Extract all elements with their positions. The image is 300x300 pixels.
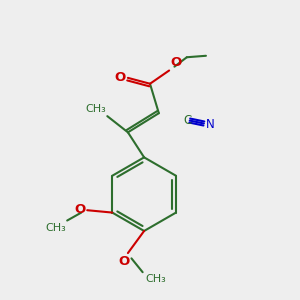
Text: O: O bbox=[171, 56, 182, 69]
Text: O: O bbox=[118, 254, 129, 268]
Text: CH₃: CH₃ bbox=[85, 104, 106, 114]
Text: O: O bbox=[114, 71, 126, 84]
Text: C: C bbox=[184, 114, 192, 127]
Text: CH₃: CH₃ bbox=[45, 223, 66, 233]
Text: N: N bbox=[206, 118, 215, 130]
Text: CH₃: CH₃ bbox=[146, 274, 166, 284]
Text: O: O bbox=[75, 203, 86, 216]
